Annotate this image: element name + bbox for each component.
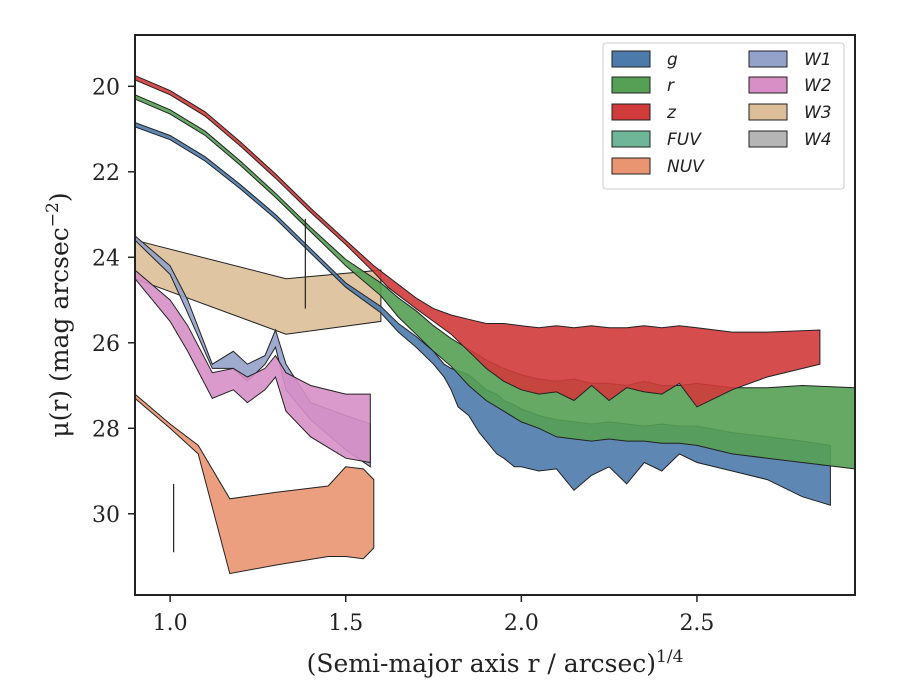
error-bar-layer: [173, 218, 306, 553]
legend-label-fuv: FUV: [667, 130, 702, 150]
legend-swatch-z: [611, 103, 651, 121]
x-axis-label: (Semi-major axis r / arcsec)1/4: [307, 647, 684, 678]
band-z: [134, 74, 821, 408]
y-tick-label: 24: [92, 246, 120, 271]
legend-label-g: g: [667, 50, 678, 70]
legend: grz FUV NUV W1 W2 W3 W4: [602, 42, 845, 190]
y-tick-label: 28: [92, 417, 120, 442]
legend-swatch-fuv: [611, 130, 651, 148]
band-w2: [134, 269, 371, 464]
band-g: [134, 121, 831, 506]
x-tick-label: 1.0: [153, 611, 188, 636]
legend-swatch-w1: [748, 50, 788, 68]
y-tick-label: 20: [92, 75, 120, 100]
y-tick-label: 30: [92, 503, 120, 528]
x-tick-label: 1.5: [328, 611, 363, 636]
y-axis-ticks: 20 22 24 26 28 30: [92, 75, 135, 528]
plot-frame: [134, 34, 856, 596]
legend-label-w4: W4: [804, 130, 832, 150]
y-tick-label: 22: [92, 161, 120, 186]
legend-label-w2: W2: [804, 76, 832, 96]
legend-swatch-g: [611, 50, 651, 68]
legend-label-nuv: NUV: [667, 157, 705, 177]
legend-swatch-r: [611, 76, 651, 94]
legend-swatch-w4: [748, 130, 788, 148]
band-layer: [134, 74, 856, 575]
legend-label-w1: W1: [804, 50, 832, 70]
y-axis-label: μ(r) (mag arcsec−2): [43, 192, 74, 437]
x-tick-label: 2.5: [679, 611, 714, 636]
legend-label-r: r: [667, 76, 675, 96]
legend-label-w3: W3: [804, 103, 832, 123]
legend-swatch-w2: [748, 76, 788, 94]
legend-swatch-nuv: [611, 157, 651, 175]
legend-swatch-w3: [748, 103, 788, 121]
legend-label-z: z: [666, 103, 677, 123]
y-tick-label: 26: [92, 332, 120, 357]
x-axis-ticks: 1.0 1.5 2.0 2.5: [153, 595, 714, 636]
band-nuv: [134, 393, 375, 575]
x-tick-label: 2.0: [504, 611, 539, 636]
